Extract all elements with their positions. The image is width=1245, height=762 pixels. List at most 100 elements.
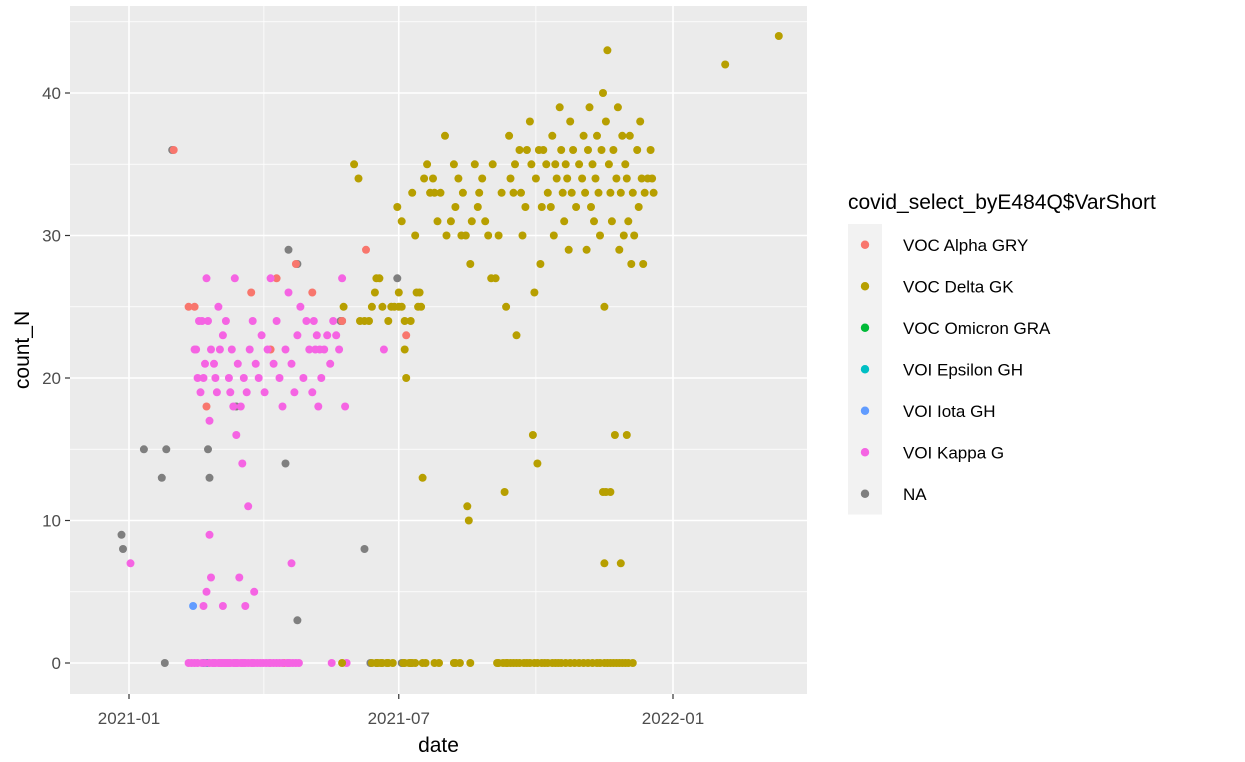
data-point-delta: [551, 160, 560, 169]
data-point-kappa: [239, 374, 248, 382]
data-point-na: [205, 473, 214, 482]
data-point-delta: [531, 174, 540, 183]
data-point-delta: [515, 146, 524, 154]
x-axis: 2021-01 2021-07 2022-01: [98, 694, 704, 728]
data-point-kappa: [327, 659, 336, 667]
data-point-delta: [463, 502, 472, 511]
legend-items: VOC Alpha GRY VOC Delta GK VOC Omicron GRA…: [860, 236, 1051, 504]
data-point-delta: [530, 288, 539, 297]
y-axis: 0 10 20 30 40: [42, 84, 70, 673]
data-point-kappa: [299, 374, 308, 382]
data-point-delta: [548, 131, 557, 140]
data-point-delta: [600, 302, 609, 311]
data-point-kappa: [232, 431, 241, 439]
data-point-delta: [494, 231, 503, 240]
data-point-kappa: [335, 345, 344, 354]
data-point-delta: [542, 160, 551, 169]
data-point-delta: [375, 274, 384, 283]
data-point-delta: [627, 260, 636, 268]
data-point-delta: [564, 245, 573, 254]
data-point-kappa: [205, 416, 214, 425]
data-point-delta: [441, 131, 449, 140]
data-point-delta: [637, 174, 646, 183]
data-point-kappa: [293, 331, 302, 340]
data-point-kappa: [309, 317, 318, 325]
data-point-delta: [394, 288, 403, 297]
data-point-delta: [563, 174, 572, 183]
data-point-kappa: [341, 402, 350, 411]
data-point-delta: [458, 188, 467, 197]
data-point-delta: [536, 260, 545, 268]
data-point-delta: [421, 659, 430, 667]
data-point-delta: [640, 188, 649, 197]
data-point-delta: [423, 160, 432, 169]
data-point-delta: [587, 203, 595, 211]
data-point-delta: [415, 288, 424, 297]
data-point-delta: [522, 146, 531, 154]
data-point-kappa: [302, 317, 311, 325]
data-point-kappa: [199, 602, 208, 610]
data-point-delta: [601, 117, 610, 126]
x-tick-label: 2021-01: [98, 709, 160, 728]
data-point-delta: [384, 317, 393, 325]
data-point-kappa: [192, 345, 201, 354]
data-point-delta: [561, 160, 570, 169]
data-point-kappa: [215, 345, 224, 354]
data-point-delta: [429, 174, 437, 183]
data-point-alpha: [247, 288, 256, 297]
data-point-kappa: [338, 274, 347, 283]
legend-key-iota: [860, 406, 870, 415]
data-point-kappa: [218, 602, 227, 610]
legend-label-omicron: VOC Omicron GRA: [903, 319, 1051, 338]
data-point-kappa: [296, 302, 305, 311]
data-point-delta: [591, 174, 600, 183]
data-point-delta: [397, 217, 406, 226]
data-point-delta: [569, 146, 578, 154]
data-point-kappa: [193, 374, 202, 382]
data-point-alpha: [402, 331, 411, 340]
data-point-delta: [527, 160, 536, 169]
data-point-alpha: [190, 302, 199, 311]
data-point-kappa: [226, 388, 235, 397]
data-point-kappa: [244, 502, 253, 511]
data-point-delta: [350, 160, 359, 169]
data-point-delta: [596, 231, 604, 240]
data-point-delta: [525, 117, 534, 126]
data-point-delta: [442, 231, 451, 240]
data-point-kappa: [126, 559, 135, 568]
data-point-delta: [552, 174, 561, 183]
data-point-delta: [621, 160, 630, 169]
data-point-kappa: [294, 659, 303, 667]
data-point-alpha: [202, 402, 211, 411]
data-point-delta: [470, 160, 479, 169]
data-point-delta: [388, 659, 397, 667]
data-point-delta: [606, 188, 615, 197]
data-point-delta: [636, 117, 645, 126]
data-point-delta: [411, 659, 420, 667]
data-point-delta: [449, 160, 458, 169]
data-point-na: [160, 659, 169, 667]
data-point-alpha: [169, 146, 178, 154]
data-point-delta: [575, 160, 584, 169]
data-point-kappa: [202, 274, 211, 283]
data-point-delta: [420, 174, 429, 183]
legend-label-na: NA: [903, 485, 927, 504]
data-point-kappa: [241, 602, 250, 610]
data-point-alpha: [338, 317, 347, 325]
data-point-na: [281, 459, 290, 468]
data-point-delta: [619, 231, 628, 240]
data-point-delta: [593, 131, 601, 140]
data-point-delta: [491, 274, 500, 283]
data-point-delta: [630, 231, 639, 240]
data-point-kappa: [269, 359, 278, 368]
legend-key-kappa: [860, 448, 870, 457]
data-point-kappa: [211, 374, 220, 382]
data-point-kappa: [323, 331, 332, 340]
legend-label-delta: VOC Delta GK: [903, 277, 1014, 296]
data-point-delta: [585, 103, 594, 112]
data-point-delta: [603, 46, 612, 55]
data-point-delta: [435, 659, 443, 667]
major-gridlines: [70, 6, 807, 694]
data-point-delta: [560, 217, 569, 226]
